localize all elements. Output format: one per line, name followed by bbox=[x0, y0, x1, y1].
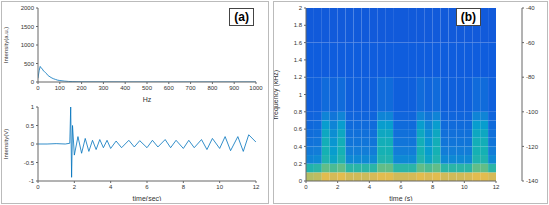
svg-text:2000: 2000 bbox=[21, 5, 35, 11]
svg-text:0.5: 0.5 bbox=[26, 123, 35, 129]
html-text:(a): (a) bbox=[234, 10, 249, 24]
svg-text:400: 400 bbox=[120, 85, 131, 91]
svg-text:500: 500 bbox=[142, 85, 153, 91]
svg-text:0.6: 0.6 bbox=[294, 126, 303, 132]
svg-text:12: 12 bbox=[493, 184, 500, 190]
svg-text:2: 2 bbox=[73, 184, 77, 190]
svg-text:Hz: Hz bbox=[143, 96, 152, 102]
html-text:(b): (b) bbox=[460, 10, 476, 24]
svg-text:0: 0 bbox=[299, 178, 303, 184]
svg-text:time (s): time (s) bbox=[389, 195, 412, 201]
svg-text:8: 8 bbox=[431, 184, 435, 190]
svg-text:-60: -60 bbox=[526, 40, 535, 46]
svg-text:-140: -140 bbox=[526, 178, 539, 184]
svg-text:2: 2 bbox=[336, 184, 340, 190]
svg-text:Intensity(a.u.): Intensity(a.u.) bbox=[8, 27, 9, 63]
svg-text:0: 0 bbox=[31, 141, 35, 147]
svg-text:4: 4 bbox=[109, 184, 113, 190]
svg-text:-40: -40 bbox=[526, 5, 535, 11]
svg-text:500: 500 bbox=[24, 61, 35, 67]
svg-text:12: 12 bbox=[253, 184, 260, 190]
svg-text:1500: 1500 bbox=[21, 24, 35, 30]
svg-text:1000: 1000 bbox=[21, 42, 35, 48]
svg-text:time(sec): time(sec) bbox=[133, 195, 162, 201]
svg-text:2: 2 bbox=[299, 5, 303, 11]
svg-text:200: 200 bbox=[77, 85, 88, 91]
svg-text:-80: -80 bbox=[526, 74, 535, 80]
svg-text:0.2: 0.2 bbox=[294, 161, 303, 167]
svg-text:10: 10 bbox=[461, 184, 468, 190]
svg-text:0: 0 bbox=[36, 85, 40, 91]
svg-text:1: 1 bbox=[299, 92, 303, 98]
svg-text:6: 6 bbox=[399, 184, 403, 190]
svg-text:0.8: 0.8 bbox=[294, 109, 303, 115]
svg-text:300: 300 bbox=[98, 85, 109, 91]
svg-text:Intensity(V): Intensity(V) bbox=[8, 129, 9, 159]
svg-text:8: 8 bbox=[182, 184, 186, 190]
svg-text:0.4: 0.4 bbox=[294, 144, 303, 150]
svg-text:1.6: 1.6 bbox=[294, 40, 303, 46]
svg-text:1: 1 bbox=[31, 104, 35, 110]
svg-text:-0.5: -0.5 bbox=[24, 160, 35, 166]
svg-text:-1: -1 bbox=[29, 178, 35, 184]
svg-text:0: 0 bbox=[31, 79, 35, 85]
svg-text:0: 0 bbox=[36, 184, 40, 190]
svg-text:800: 800 bbox=[207, 85, 218, 91]
svg-text:600: 600 bbox=[164, 85, 175, 91]
svg-text:0: 0 bbox=[304, 184, 308, 190]
svg-text:frequency (kHz): frequency (kHz) bbox=[274, 70, 280, 119]
svg-text:1000: 1000 bbox=[249, 85, 263, 91]
svg-text:-100: -100 bbox=[526, 109, 539, 115]
svg-text:100: 100 bbox=[55, 85, 66, 91]
svg-text:900: 900 bbox=[229, 85, 240, 91]
svg-text:10: 10 bbox=[216, 184, 223, 190]
svg-text:1.8: 1.8 bbox=[294, 22, 303, 28]
svg-text:6: 6 bbox=[145, 184, 149, 190]
svg-text:4: 4 bbox=[368, 184, 372, 190]
svg-text:-120: -120 bbox=[526, 144, 539, 150]
svg-text:1.2: 1.2 bbox=[294, 74, 303, 80]
svg-text:700: 700 bbox=[186, 85, 197, 91]
svg-text:1.4: 1.4 bbox=[294, 57, 303, 63]
